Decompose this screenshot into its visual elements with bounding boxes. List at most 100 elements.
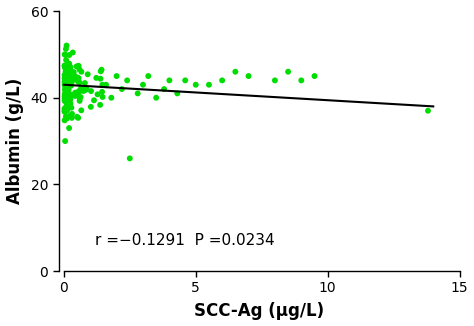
Point: [231, 69, 239, 74]
Point: [63, 68, 71, 74]
Point: [73, 114, 81, 119]
Point: [92, 75, 100, 81]
Point: [63, 62, 71, 67]
Point: [134, 91, 142, 96]
Point: [69, 77, 76, 82]
Point: [73, 64, 80, 69]
Point: [64, 107, 71, 112]
Point: [182, 78, 189, 83]
Point: [61, 118, 68, 123]
Point: [284, 69, 292, 74]
Point: [63, 76, 71, 81]
Point: [74, 89, 82, 94]
Point: [62, 79, 69, 84]
Point: [66, 102, 74, 107]
X-axis label: SCC-Ag (μg/L): SCC-Ag (μg/L): [194, 303, 324, 320]
Point: [173, 91, 181, 96]
Point: [71, 74, 79, 79]
Point: [74, 79, 82, 84]
Point: [98, 67, 105, 72]
Point: [64, 90, 71, 96]
Point: [424, 108, 432, 113]
Point: [62, 87, 69, 92]
Point: [64, 96, 71, 102]
Point: [205, 82, 213, 87]
Point: [65, 96, 73, 101]
Point: [61, 82, 69, 87]
Point: [63, 87, 70, 92]
Point: [68, 77, 75, 82]
Point: [82, 87, 90, 93]
Point: [66, 95, 73, 100]
Point: [63, 72, 71, 77]
Point: [68, 111, 76, 116]
Point: [298, 78, 305, 83]
Point: [82, 86, 90, 91]
Point: [78, 69, 85, 74]
Y-axis label: Albumin (g/L): Albumin (g/L): [6, 78, 24, 204]
Point: [139, 82, 147, 87]
Point: [62, 88, 69, 94]
Point: [64, 89, 71, 94]
Point: [126, 156, 134, 161]
Point: [76, 98, 83, 103]
Point: [64, 66, 72, 71]
Point: [61, 82, 68, 87]
Point: [102, 82, 110, 87]
Point: [61, 98, 68, 104]
Point: [61, 107, 68, 112]
Point: [99, 82, 106, 87]
Point: [64, 90, 72, 95]
Point: [75, 76, 82, 81]
Point: [65, 52, 73, 58]
Point: [62, 66, 70, 71]
Point: [61, 94, 68, 99]
Point: [77, 88, 85, 93]
Point: [70, 69, 78, 75]
Point: [61, 63, 68, 68]
Point: [62, 94, 69, 99]
Point: [63, 96, 71, 101]
Point: [72, 90, 79, 95]
Point: [64, 104, 72, 109]
Point: [98, 89, 106, 95]
Point: [80, 88, 87, 94]
Point: [61, 72, 68, 78]
Point: [64, 71, 71, 76]
Point: [63, 84, 70, 90]
Point: [63, 101, 71, 106]
Point: [84, 72, 91, 77]
Point: [74, 75, 82, 80]
Point: [61, 109, 68, 114]
Point: [76, 96, 83, 101]
Point: [68, 92, 75, 97]
Point: [66, 113, 73, 118]
Point: [113, 73, 120, 79]
Point: [65, 87, 73, 92]
Point: [62, 79, 70, 84]
Point: [67, 72, 75, 78]
Point: [65, 81, 73, 86]
Point: [63, 77, 71, 82]
Point: [152, 95, 160, 100]
Point: [65, 71, 73, 76]
Point: [97, 69, 105, 74]
Point: [245, 73, 252, 79]
Point: [66, 67, 74, 72]
Point: [108, 95, 115, 100]
Point: [71, 77, 78, 82]
Point: [61, 96, 68, 101]
Point: [67, 75, 75, 81]
Point: [61, 109, 68, 114]
Point: [62, 57, 70, 63]
Point: [74, 115, 82, 121]
Point: [63, 91, 70, 96]
Point: [63, 43, 70, 48]
Point: [65, 126, 73, 131]
Point: [77, 85, 85, 90]
Point: [62, 105, 70, 111]
Point: [61, 80, 68, 85]
Point: [69, 50, 77, 55]
Point: [61, 106, 68, 111]
Point: [76, 67, 83, 72]
